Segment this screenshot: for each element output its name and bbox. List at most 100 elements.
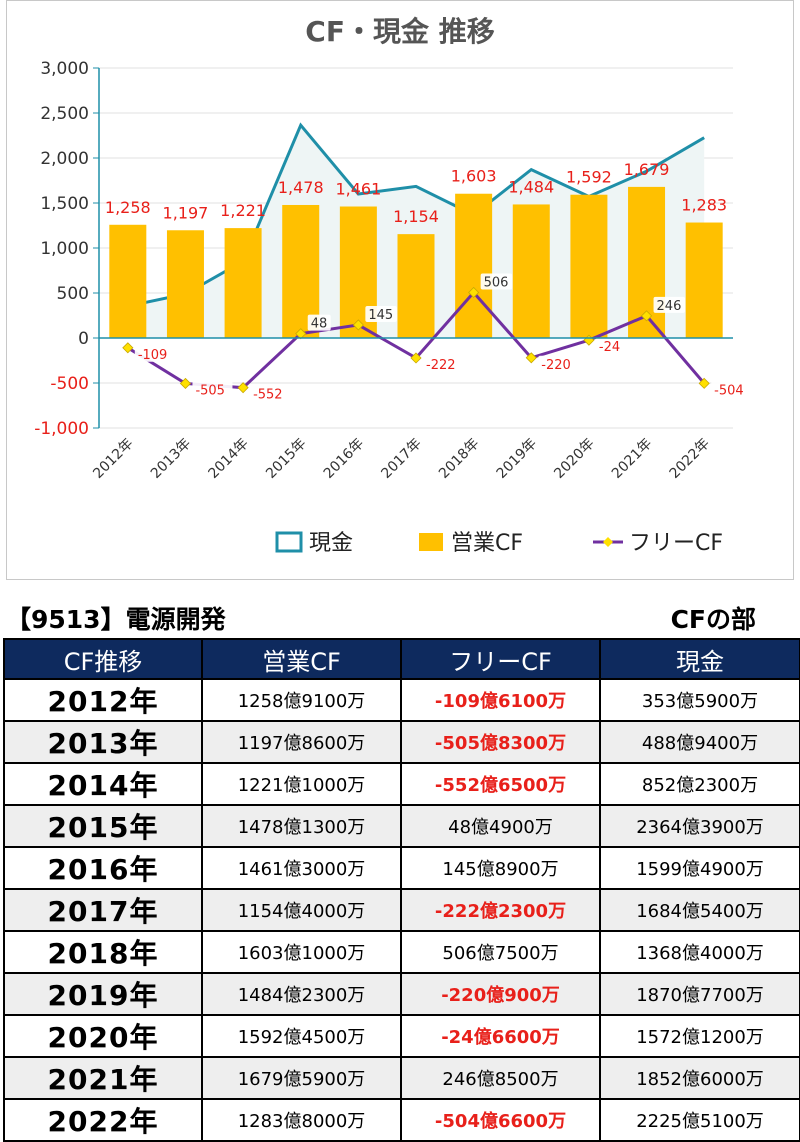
free-cf-label-bg — [480, 273, 513, 290]
table-row: 2015年 1478億1300万 48億4900万 2364億3900万 — [3, 804, 800, 848]
legend-cash-label: 現金 — [309, 531, 353, 556]
chart-panel: CF・現金 推移 1,258 1,197 1,221 1,478 1,461 1,154 1… — [6, 0, 794, 580]
row-operating-cf: 1461億3000万 — [201, 846, 402, 890]
row-free-cf: -220億900万 — [400, 972, 601, 1016]
row-cash: 852億2300万 — [599, 762, 800, 806]
free-cf-label-bg — [711, 381, 752, 398]
op-cf-bar — [570, 194, 608, 338]
free-cf-label: -109 — [138, 348, 168, 363]
row-free-cf: -552億6500万 — [400, 762, 601, 806]
op-cf-label: 1,258 — [105, 198, 151, 217]
x-tick-label: 2020年 — [551, 436, 597, 482]
row-operating-cf: 1154億4000万 — [201, 888, 402, 932]
row-operating-cf: 1478億1300万 — [201, 804, 402, 848]
row-year: 2017年 — [3, 888, 203, 932]
row-cash: 1368億4000万 — [599, 930, 800, 974]
row-operating-cf: 1258億9100万 — [201, 678, 402, 722]
row-cash: 488億9400万 — [599, 720, 800, 764]
cf-cash-chart: CF・現金 推移 1,258 1,197 1,221 1,478 1,461 1,154 1… — [34, 15, 752, 556]
op-cf-label: 1,283 — [681, 196, 727, 215]
cash-line — [127, 122, 705, 308]
table-row: 2019年 1484億2300万 -220億900万 1870億7700万 — [3, 972, 800, 1016]
y-tick-label: -500 — [50, 374, 89, 394]
row-cash: 1599億4900万 — [599, 846, 800, 890]
x-tick-label: 2017年 — [378, 436, 424, 482]
legend-op-cf-label: 営業CF — [451, 531, 523, 556]
row-free-cf: -505億8300万 — [400, 720, 601, 764]
cf-table: CF推移 営業CF フリーCF 現金 2012年 1258億9100万 -109億6… — [3, 638, 800, 1142]
chart-title: CF・現金 推移 — [305, 15, 494, 48]
free-cf-label: -222 — [426, 358, 456, 373]
x-tick-label: 2016年 — [321, 436, 367, 482]
row-free-cf: 145億8900万 — [400, 846, 601, 890]
row-cash: 1684億5400万 — [599, 888, 800, 932]
row-free-cf: -109億6100万 — [400, 678, 601, 722]
free-cf-point — [525, 352, 537, 364]
free-cf-label-bg — [423, 355, 463, 372]
table-row: 2014年 1221億1000万 -552億6500万 852億2300万 — [3, 762, 800, 806]
legend-free-cf-label: フリーCF — [629, 531, 723, 556]
row-cash: 1852億6000万 — [599, 1056, 800, 1100]
op-cf-label: 1,603 — [451, 167, 497, 186]
op-cf-label: 1,478 — [278, 178, 324, 197]
row-cash: 353億5900万 — [599, 678, 800, 722]
free-cf-point — [468, 286, 480, 299]
x-tick-label: 2015年 — [263, 436, 309, 482]
section-title: CFの部 — [670, 605, 756, 634]
free-cf-label: -220 — [541, 358, 571, 373]
row-free-cf: -24億6600万 — [400, 1014, 601, 1058]
row-year: 2018年 — [3, 930, 203, 974]
x-tick-label: 2018年 — [436, 436, 482, 482]
row-year: 2015年 — [3, 804, 203, 848]
op-cf-bar — [512, 204, 550, 338]
row-cash: 2364億3900万 — [599, 804, 800, 848]
row-free-cf: 506億7500万 — [400, 930, 601, 974]
op-cf-bar — [455, 193, 493, 338]
x-tick-label: 2019年 — [494, 436, 540, 482]
free-cf-label-bg — [538, 355, 579, 372]
row-operating-cf: 1592億4500万 — [201, 1014, 402, 1058]
op-cf-bar — [109, 224, 147, 338]
row-operating-cf: 1679億5900万 — [201, 1056, 402, 1100]
row-free-cf: 246億8500万 — [400, 1056, 601, 1100]
free-cf-point — [237, 382, 249, 394]
row-year: 2022年 — [3, 1098, 203, 1142]
free-cf-label-bg — [192, 381, 233, 398]
table-row: 2017年 1154億4000万 -222億2300万 1684億5400万 — [3, 888, 800, 932]
header-year: CF推移 — [3, 638, 203, 680]
row-cash: 1572億1200万 — [599, 1014, 800, 1058]
table-caption: 【9513】電源開発 CFの部 — [0, 600, 800, 638]
table-row: 2016年 1461億3000万 145億8900万 1599億4900万 — [3, 846, 800, 890]
y-tick-label: 500 — [57, 284, 89, 304]
free-cf-label: 506 — [484, 275, 509, 290]
free-cf-label-bg — [595, 338, 628, 355]
free-cf-label-bg — [134, 345, 175, 362]
free-cf-label: 145 — [368, 308, 393, 323]
free-cf-point — [122, 342, 134, 354]
op-cf-bar — [224, 228, 262, 338]
table-row: 2022年 1283億8000万 -504億6600万 2225億5100万 — [3, 1098, 800, 1142]
op-cf-label: 1,592 — [566, 168, 612, 187]
op-cf-label: 1,461 — [335, 180, 381, 199]
row-year: 2012年 — [3, 678, 203, 722]
row-operating-cf: 1221億1000万 — [201, 762, 402, 806]
y-tick-label: 3,000 — [40, 59, 89, 79]
op-cf-label: 1,484 — [508, 177, 554, 196]
row-operating-cf: 1197億8600万 — [201, 720, 402, 764]
table-row: 2013年 1197億8600万 -505億8300万 488億9400万 — [3, 720, 800, 764]
free-cf-point — [698, 377, 710, 389]
op-cf-bar — [685, 222, 723, 338]
legend-free-cf-marker — [603, 537, 613, 547]
op-cf-bar — [397, 234, 435, 338]
x-tick-label: 2021年 — [609, 436, 655, 482]
free-cf-label: -504 — [714, 383, 744, 398]
free-cf-label-bg — [307, 314, 331, 331]
row-operating-cf: 1484億2300万 — [201, 972, 402, 1016]
header-operating-cf: 営業CF — [201, 638, 402, 680]
op-cf-label: 1,154 — [393, 207, 439, 226]
row-free-cf: -222億2300万 — [400, 888, 601, 932]
cash-area — [127, 125, 705, 339]
y-tick-label: 2,500 — [40, 104, 89, 124]
op-cf-bar — [166, 230, 204, 338]
y-tick-label: 1,500 — [40, 194, 89, 214]
